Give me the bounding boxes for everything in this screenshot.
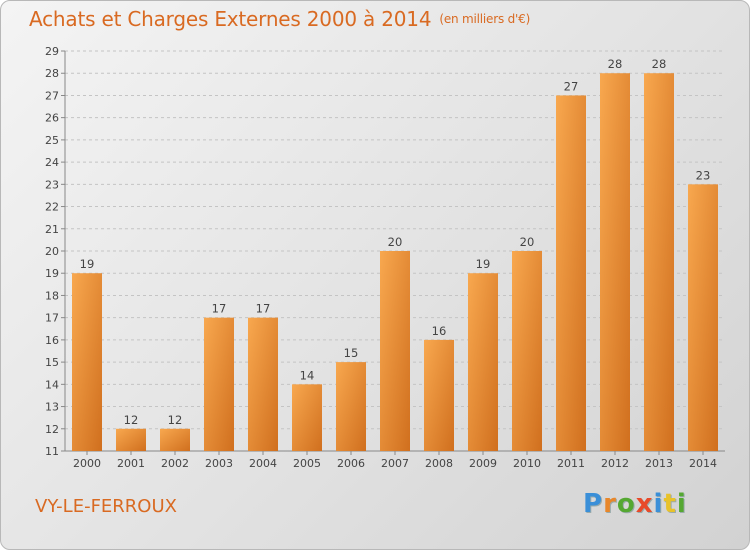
data-label: 14	[300, 368, 315, 382]
y-tick-label: 28	[45, 67, 59, 80]
y-tick-label: 24	[45, 156, 59, 169]
logo-letter: P	[583, 489, 604, 519]
data-label: 28	[652, 57, 667, 71]
x-tick-label: 2012	[601, 457, 629, 470]
y-tick-label: 14	[45, 378, 59, 391]
bar	[336, 362, 366, 451]
bar	[600, 73, 630, 451]
data-label: 19	[80, 257, 95, 271]
proxiti-logo: Proxiti	[583, 489, 687, 519]
title-text: Achats et Charges Externes 2000 à 2014	[29, 7, 432, 31]
data-label: 28	[608, 57, 623, 71]
logo-letter: o	[616, 489, 636, 519]
chart-title: Achats et Charges Externes 2000 à 2014 (e…	[29, 7, 530, 31]
y-tick-label: 25	[45, 134, 59, 147]
data-label: 12	[168, 413, 183, 427]
x-tick-label: 2014	[689, 457, 717, 470]
logo-letter: i	[653, 489, 664, 519]
x-tick-label: 2008	[425, 457, 453, 470]
x-tick-label: 2011	[557, 457, 585, 470]
x-tick-label: 2013	[645, 457, 673, 470]
data-label: 19	[476, 257, 491, 271]
x-tick-label: 2000	[73, 457, 101, 470]
logo-letter: r	[603, 489, 617, 519]
data-label: 23	[696, 168, 711, 182]
x-tick-label: 2001	[117, 457, 145, 470]
data-label: 27	[564, 79, 579, 93]
logo-letter: x	[635, 489, 654, 519]
y-tick-label: 13	[45, 401, 59, 414]
bar	[512, 251, 542, 451]
x-tick-label: 2002	[161, 457, 189, 470]
bar	[380, 251, 410, 451]
y-tick-label: 23	[45, 178, 59, 191]
bar	[160, 428, 190, 451]
logo-letter: i	[676, 489, 687, 519]
unit-note: (en milliers d'€)	[439, 12, 531, 26]
bar	[556, 95, 586, 451]
x-tick-label: 2009	[469, 457, 497, 470]
bar	[292, 384, 322, 451]
bar	[644, 73, 674, 451]
y-tick-label: 19	[45, 267, 59, 280]
logo-letter: t	[663, 489, 677, 519]
data-label: 15	[344, 346, 359, 360]
x-tick-label: 2005	[293, 457, 321, 470]
bar	[248, 317, 278, 451]
y-tick-label: 26	[45, 112, 59, 125]
y-tick-label: 11	[45, 445, 59, 458]
x-tick-label: 2006	[337, 457, 365, 470]
bar	[204, 317, 234, 451]
y-tick-label: 29	[45, 45, 59, 58]
commune-name: VY-LE-FERROUX	[35, 496, 177, 517]
bar	[72, 273, 102, 451]
data-label: 16	[432, 324, 447, 338]
data-label: 17	[256, 302, 271, 316]
y-tick-label: 22	[45, 201, 59, 214]
y-tick-label: 21	[45, 223, 59, 236]
y-tick-label: 20	[45, 245, 59, 258]
labels: 11 12 13 14 15 16 17 18 19 20 21 22 23 24 25 26 27 28 29 19…	[45, 45, 717, 470]
bar	[688, 184, 718, 452]
y-tick-label: 27	[45, 89, 59, 102]
x-tick-label: 2003	[205, 457, 233, 470]
data-label: 17	[212, 302, 227, 316]
bar	[468, 273, 498, 451]
y-tick-label: 16	[45, 334, 59, 347]
x-tick-label: 2010	[513, 457, 541, 470]
x-tick-label: 2007	[381, 457, 409, 470]
bar	[424, 339, 454, 451]
y-tick-label: 18	[45, 289, 59, 302]
y-tick-label: 12	[45, 423, 59, 436]
data-label: 20	[520, 235, 535, 249]
bars	[72, 73, 718, 452]
y-tick-label: 17	[45, 312, 59, 325]
x-tick-label: 2004	[249, 457, 277, 470]
data-label: 20	[388, 235, 403, 249]
bar	[116, 428, 146, 451]
data-label: 12	[124, 413, 139, 427]
y-tick-label: 15	[45, 356, 59, 369]
